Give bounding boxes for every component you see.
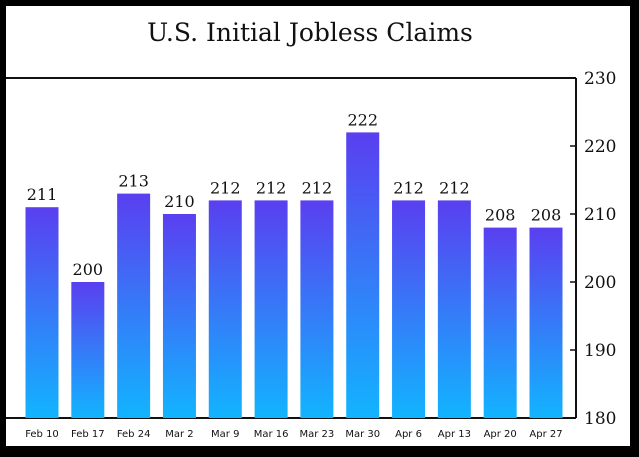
x-tick-label: Mar 2 — [165, 429, 193, 440]
bar-feb-24 — [117, 193, 151, 418]
bar-mar-23 — [300, 200, 334, 418]
bar-feb-17 — [71, 282, 105, 418]
bar-mar-2 — [162, 214, 196, 418]
x-tick-label: Mar 30 — [345, 429, 380, 440]
bar-apr-6 — [392, 200, 426, 418]
bar-apr-27 — [529, 227, 563, 418]
chart-frame: U.S. Initial Jobless Claims 211 200 213 210… — [6, 6, 630, 446]
data-label: 212 — [210, 178, 241, 197]
data-label: 208 — [485, 206, 516, 225]
data-label: 212 — [256, 178, 287, 197]
data-label: 210 — [164, 192, 195, 211]
x-tick-label: Mar 9 — [211, 429, 239, 440]
bar-mar-9 — [208, 200, 242, 418]
data-label: 212 — [439, 178, 470, 197]
y-tick-label: 180 — [584, 409, 616, 429]
data-label: 211 — [27, 185, 58, 204]
x-tick-label: Apr 13 — [438, 429, 471, 440]
bars-group: 211 200 213 210 212 212 212 222 212 212 208 208 — [25, 110, 563, 418]
y-axis-ticks: 180 190 200 210 220 230 — [570, 69, 616, 429]
x-tick-label: Apr 27 — [529, 429, 562, 440]
y-tick-label: 190 — [584, 341, 616, 361]
x-tick-label: Apr 6 — [395, 429, 422, 440]
bar-feb-10 — [25, 207, 59, 418]
y-tick-label: 230 — [584, 69, 616, 89]
x-tick-label: Feb 10 — [25, 429, 59, 440]
x-tick-label: Apr 20 — [484, 429, 517, 440]
x-tick-label: Mar 23 — [300, 429, 335, 440]
bar-mar-30 — [346, 132, 380, 418]
x-tick-label: Feb 24 — [117, 429, 151, 440]
y-tick-label: 210 — [584, 205, 616, 225]
x-tick-label: Feb 17 — [71, 429, 105, 440]
x-tick-label: Mar 16 — [254, 429, 289, 440]
data-label: 213 — [118, 172, 149, 191]
y-tick-label: 220 — [584, 137, 616, 157]
x-axis-ticks: Feb 10 Feb 17 Feb 24 Mar 2 Mar 9 Mar 16 Mar 23… — [25, 429, 562, 440]
y-tick-label: 200 — [584, 273, 616, 293]
bar-mar-16 — [254, 200, 288, 418]
bar-apr-13 — [437, 200, 471, 418]
data-label: 208 — [531, 206, 562, 225]
data-label: 212 — [393, 178, 424, 197]
data-label: 212 — [302, 178, 333, 197]
data-label: 200 — [73, 260, 104, 279]
bar-chart: U.S. Initial Jobless Claims 211 200 213 210… — [6, 18, 616, 440]
chart-title: U.S. Initial Jobless Claims — [147, 18, 473, 47]
data-label: 222 — [347, 110, 378, 129]
bar-apr-20 — [483, 227, 517, 418]
